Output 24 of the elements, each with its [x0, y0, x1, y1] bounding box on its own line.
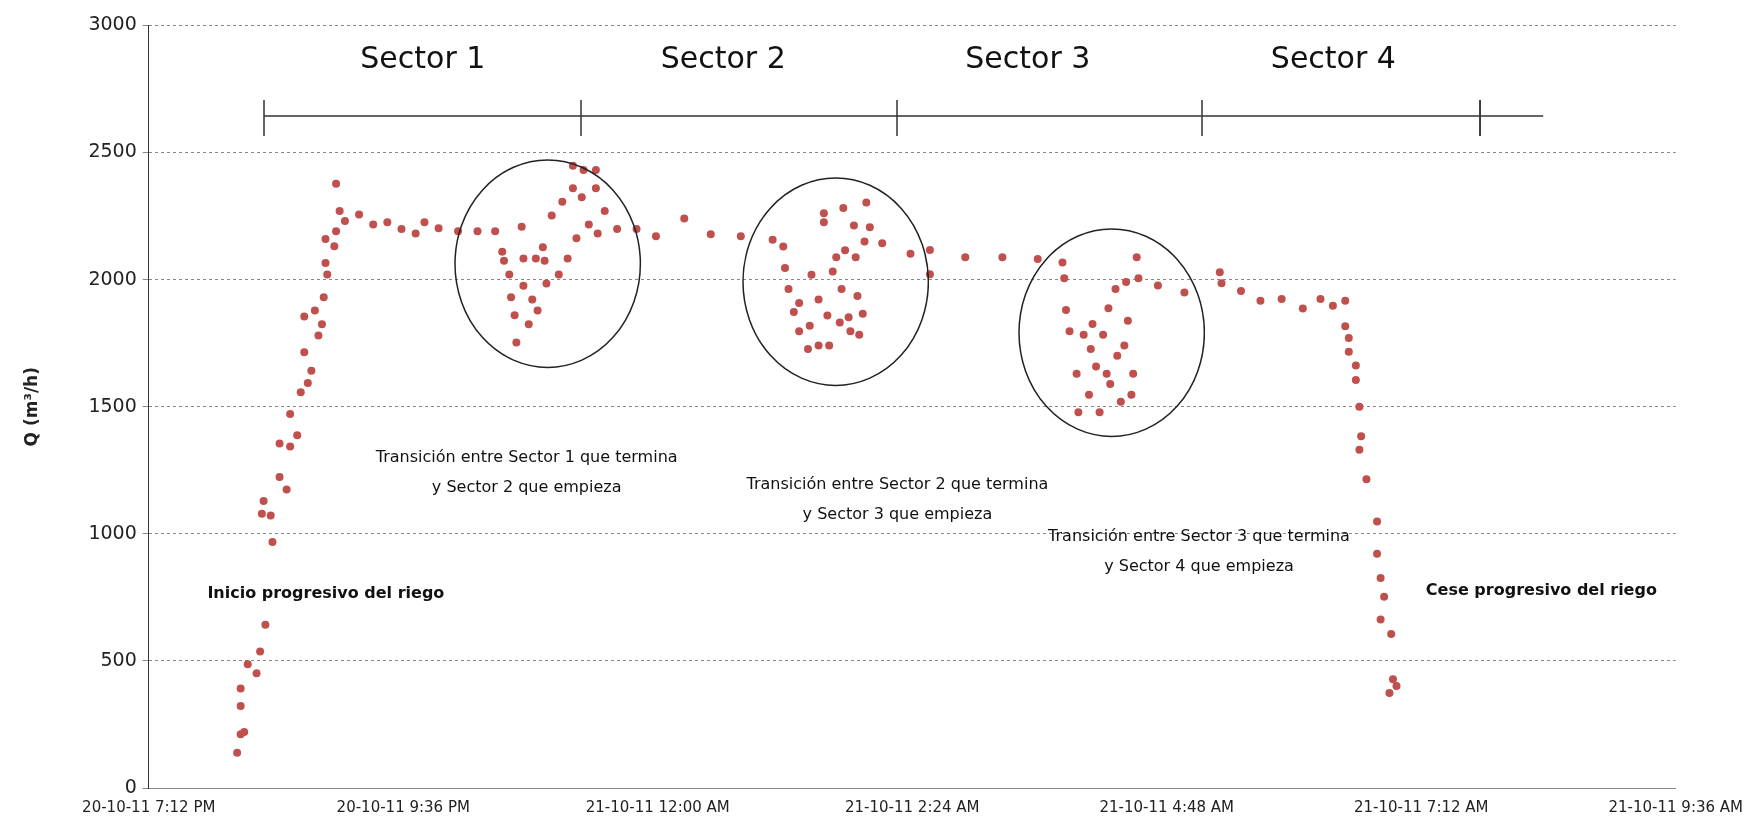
x-tick-label: 21-10-11 7:12 AM — [1353, 797, 1489, 816]
annotation: Sector 4 — [1270, 39, 1396, 75]
annotation: Sector 3 — [965, 39, 1091, 75]
annotation: Sector 2 — [660, 39, 786, 75]
x-tick-label: 21-10-11 12:00 AM — [585, 797, 730, 816]
y-tick-label: 1000 — [88, 520, 137, 543]
x-tick-label: 21-10-11 9:36 AM — [1608, 797, 1743, 816]
y-tick-label: 2500 — [88, 139, 137, 162]
y-tick-label: 0 — [124, 774, 137, 797]
y-tick-label: 500 — [100, 647, 137, 670]
annotation: Cese progresivo del riego — [1425, 578, 1657, 601]
annotation: Transición entre Sector 3 que termina y Sector 4 que empieza — [1048, 524, 1350, 577]
x-tick-label: 20-10-11 7:12 PM — [82, 797, 216, 816]
x-tick-label: 21-10-11 4:48 AM — [1099, 797, 1235, 816]
y-tick-label: 2000 — [88, 266, 137, 289]
x-tick-label: 21-10-11 2:24 AM — [844, 797, 980, 816]
y-tick-label: 1500 — [88, 393, 137, 416]
annotation: Transición entre Sector 1 que termina y Sector 2 que empieza — [375, 445, 678, 498]
x-tick-label: 20-10-11 9:36 PM — [336, 797, 470, 816]
annotation: Transición entre Sector 2 que termina y Sector 3 que empieza — [746, 472, 1049, 525]
annotation: Inicio progresivo del riego — [207, 581, 445, 604]
y-tick-label: 3000 — [88, 12, 137, 35]
annotation: Sector 1 — [360, 39, 486, 75]
y-axis-title: Q (m³/h) — [20, 367, 41, 447]
